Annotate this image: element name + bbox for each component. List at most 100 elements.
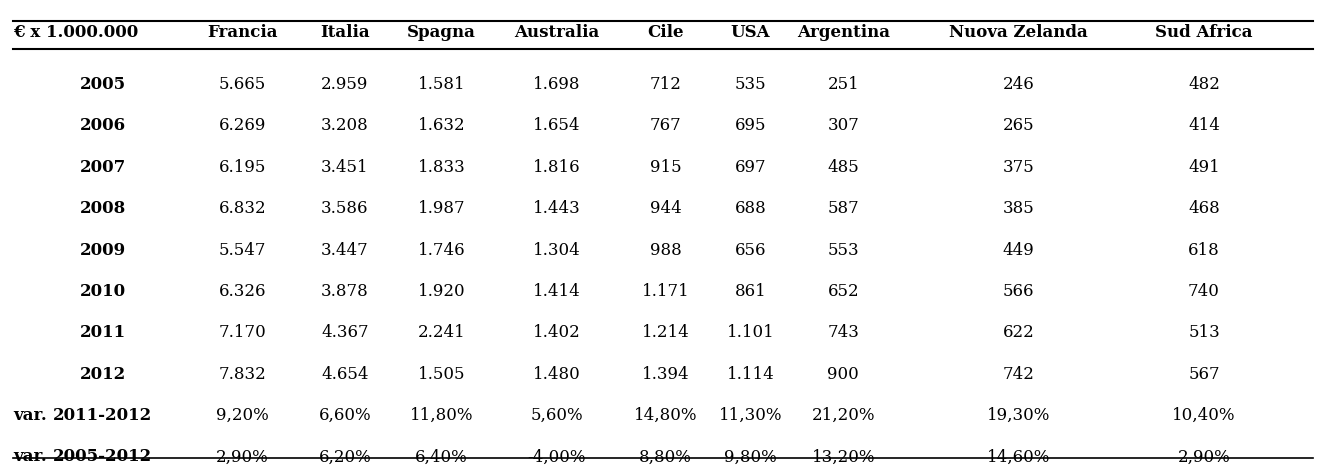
Text: 1.402: 1.402 bbox=[533, 324, 581, 341]
Text: 6,60%: 6,60% bbox=[318, 407, 371, 424]
Text: 2011-2012: 2011-2012 bbox=[53, 407, 152, 424]
Text: 587: 587 bbox=[827, 200, 859, 217]
Text: 1.632: 1.632 bbox=[418, 118, 465, 134]
Text: 2009: 2009 bbox=[80, 242, 126, 258]
Text: 743: 743 bbox=[827, 324, 859, 341]
Text: 9,80%: 9,80% bbox=[724, 448, 777, 465]
Text: 1.920: 1.920 bbox=[418, 283, 465, 300]
Text: 11,80%: 11,80% bbox=[410, 407, 473, 424]
Text: 19,30%: 19,30% bbox=[987, 407, 1050, 424]
Text: 553: 553 bbox=[827, 242, 859, 258]
Text: 2,90%: 2,90% bbox=[216, 448, 269, 465]
Text: 2005: 2005 bbox=[80, 76, 126, 93]
Text: 6,40%: 6,40% bbox=[415, 448, 468, 465]
Text: 2012: 2012 bbox=[80, 366, 126, 383]
Text: Sud Africa: Sud Africa bbox=[1155, 24, 1253, 41]
Text: 2007: 2007 bbox=[80, 159, 126, 176]
Text: 14,60%: 14,60% bbox=[987, 448, 1050, 465]
Text: 7.170: 7.170 bbox=[219, 324, 267, 341]
Text: 414: 414 bbox=[1188, 118, 1220, 134]
Text: 449: 449 bbox=[1002, 242, 1034, 258]
Text: 3.447: 3.447 bbox=[321, 242, 369, 258]
Text: 6.832: 6.832 bbox=[219, 200, 267, 217]
Text: 6.269: 6.269 bbox=[219, 118, 267, 134]
Text: 1.394: 1.394 bbox=[642, 366, 690, 383]
Text: 8,80%: 8,80% bbox=[639, 448, 692, 465]
Text: 513: 513 bbox=[1188, 324, 1220, 341]
Text: 482: 482 bbox=[1188, 76, 1220, 93]
Text: 915: 915 bbox=[650, 159, 682, 176]
Text: -4,00%: -4,00% bbox=[528, 448, 586, 465]
Text: 3.878: 3.878 bbox=[321, 283, 369, 300]
Text: 697: 697 bbox=[735, 159, 766, 176]
Text: Francia: Francia bbox=[207, 24, 278, 41]
Text: 2010: 2010 bbox=[80, 283, 126, 300]
Text: 3.208: 3.208 bbox=[321, 118, 369, 134]
Text: 618: 618 bbox=[1188, 242, 1220, 258]
Text: 1.101: 1.101 bbox=[727, 324, 774, 341]
Text: 688: 688 bbox=[735, 200, 766, 217]
Text: 251: 251 bbox=[827, 76, 859, 93]
Text: 535: 535 bbox=[735, 76, 766, 93]
Text: 265: 265 bbox=[1002, 118, 1034, 134]
Text: 1.304: 1.304 bbox=[533, 242, 581, 258]
Text: 9,20%: 9,20% bbox=[216, 407, 269, 424]
Text: 740: 740 bbox=[1188, 283, 1220, 300]
Text: 988: 988 bbox=[650, 242, 682, 258]
Text: 1.816: 1.816 bbox=[533, 159, 581, 176]
Text: 861: 861 bbox=[735, 283, 766, 300]
Text: Italia: Italia bbox=[320, 24, 370, 41]
Text: 1.480: 1.480 bbox=[533, 366, 581, 383]
Text: 742: 742 bbox=[1002, 366, 1034, 383]
Text: 6.195: 6.195 bbox=[219, 159, 267, 176]
Text: 5,60%: 5,60% bbox=[530, 407, 583, 424]
Text: 1.414: 1.414 bbox=[533, 283, 581, 300]
Text: 6,20%: 6,20% bbox=[318, 448, 371, 465]
Text: 3.451: 3.451 bbox=[321, 159, 369, 176]
Text: 375: 375 bbox=[1002, 159, 1034, 176]
Text: 21,20%: 21,20% bbox=[812, 407, 875, 424]
Text: 1.443: 1.443 bbox=[533, 200, 581, 217]
Text: 1.581: 1.581 bbox=[418, 76, 465, 93]
Text: 4.654: 4.654 bbox=[321, 366, 369, 383]
Text: 656: 656 bbox=[735, 242, 766, 258]
Text: 468: 468 bbox=[1188, 200, 1220, 217]
Text: 622: 622 bbox=[1002, 324, 1034, 341]
Text: 566: 566 bbox=[1002, 283, 1034, 300]
Text: € x 1.000.000: € x 1.000.000 bbox=[13, 24, 138, 41]
Text: 10,40%: 10,40% bbox=[1172, 407, 1236, 424]
Text: 6.326: 6.326 bbox=[219, 283, 267, 300]
Text: Cile: Cile bbox=[647, 24, 684, 41]
Text: Nuova Zelanda: Nuova Zelanda bbox=[949, 24, 1087, 41]
Text: 485: 485 bbox=[827, 159, 859, 176]
Text: USA: USA bbox=[731, 24, 770, 41]
Text: 246: 246 bbox=[1002, 76, 1034, 93]
Text: 3.586: 3.586 bbox=[321, 200, 369, 217]
Text: 1.505: 1.505 bbox=[418, 366, 465, 383]
Text: 11,30%: 11,30% bbox=[719, 407, 782, 424]
Text: 1.987: 1.987 bbox=[418, 200, 465, 217]
Text: 944: 944 bbox=[650, 200, 682, 217]
Text: 2008: 2008 bbox=[80, 200, 126, 217]
Text: 5.547: 5.547 bbox=[219, 242, 267, 258]
Text: 1.214: 1.214 bbox=[642, 324, 690, 341]
Text: 1.698: 1.698 bbox=[533, 76, 581, 93]
Text: Spagna: Spagna bbox=[407, 24, 476, 41]
Text: 491: 491 bbox=[1188, 159, 1220, 176]
Text: Australia: Australia bbox=[514, 24, 599, 41]
Text: Argentina: Argentina bbox=[797, 24, 890, 41]
Text: 13,20%: 13,20% bbox=[812, 448, 875, 465]
Text: 1.171: 1.171 bbox=[642, 283, 690, 300]
Text: 385: 385 bbox=[1002, 200, 1034, 217]
Text: 712: 712 bbox=[650, 76, 682, 93]
Text: 1.833: 1.833 bbox=[418, 159, 465, 176]
Text: 2.241: 2.241 bbox=[418, 324, 465, 341]
Text: 5.665: 5.665 bbox=[219, 76, 267, 93]
Text: 767: 767 bbox=[650, 118, 682, 134]
Text: 567: 567 bbox=[1188, 366, 1220, 383]
Text: 2,90%: 2,90% bbox=[1177, 448, 1231, 465]
Text: 14,80%: 14,80% bbox=[634, 407, 697, 424]
Text: 2006: 2006 bbox=[80, 118, 126, 134]
Text: 2.959: 2.959 bbox=[321, 76, 369, 93]
Text: 900: 900 bbox=[827, 366, 859, 383]
